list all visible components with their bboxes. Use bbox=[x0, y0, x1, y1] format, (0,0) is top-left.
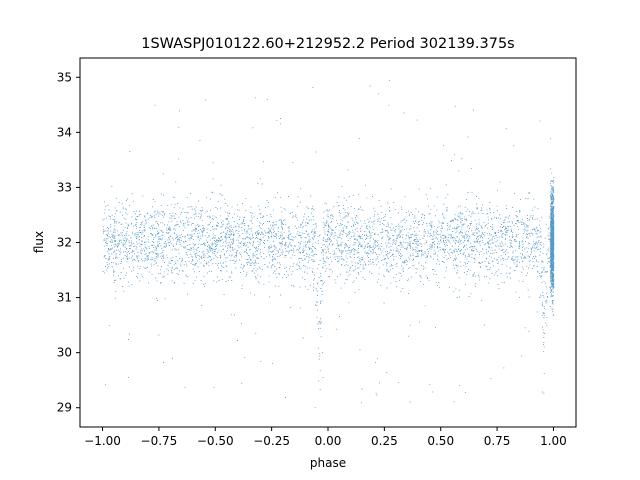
x-axis-ticks: −1.00 −0.75 −0.50 −0.25 0.00 0.25 0.50 0.75 1.00 bbox=[84, 427, 567, 448]
y-tick-label: 32 bbox=[57, 236, 72, 250]
x-tick-label: −0.50 bbox=[197, 434, 234, 448]
x-tick-label: 0.75 bbox=[484, 434, 511, 448]
y-tick-label: 31 bbox=[57, 291, 72, 305]
chart-title: 1SWASPJ010122.60+212952.2 Period 302139.… bbox=[141, 36, 515, 52]
x-tick-label: 0.00 bbox=[315, 434, 342, 448]
x-tick-label: −0.75 bbox=[141, 434, 178, 448]
y-tick-label: 29 bbox=[57, 401, 72, 415]
y-tick-label: 34 bbox=[57, 125, 72, 139]
y-tick-label: 33 bbox=[57, 180, 72, 194]
y-axis-ticks: 29 30 31 32 33 34 35 bbox=[57, 70, 80, 415]
y-tick-label: 35 bbox=[57, 70, 72, 84]
scatter-points bbox=[102, 79, 555, 409]
x-tick-label: −1.00 bbox=[84, 434, 121, 448]
x-tick-label: 1.00 bbox=[540, 434, 567, 448]
flux-points bbox=[102, 79, 555, 409]
y-tick-label: 30 bbox=[57, 346, 72, 360]
x-tick-label: −0.25 bbox=[253, 434, 290, 448]
x-axis-label: phase bbox=[310, 456, 346, 470]
y-axis-label: flux bbox=[32, 231, 46, 253]
x-tick-label: 0.50 bbox=[427, 434, 454, 448]
x-tick-label: 0.25 bbox=[371, 434, 398, 448]
